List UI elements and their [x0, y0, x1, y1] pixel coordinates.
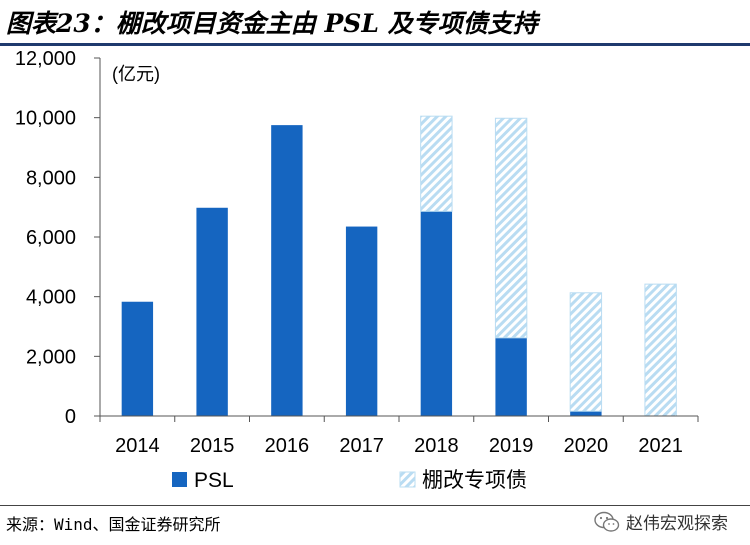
- stacked-bar-chart: 0 2,000 4,000 6,000 8,000 10,000 12,000 (亿元) 2…: [15, 48, 699, 492]
- y-axis-unit-label: (亿元): [112, 64, 160, 84]
- legend: PSL 棚改专项债: [172, 469, 527, 492]
- bar-special-bond-2019: [494, 117, 528, 339]
- x-tick-label: 2020: [564, 435, 609, 457]
- y-tick-label: 4,000: [26, 287, 76, 309]
- footer: 来源：Wind、国金证券研究所 赵伟宏观探索: [0, 505, 750, 545]
- bar-psl-2018: [420, 211, 453, 416]
- x-tick-label: 2017: [339, 435, 384, 457]
- footer-divider: [0, 505, 750, 506]
- chart-title: 图表23：棚改项目资金主由 PSL 及专项债支持: [6, 9, 538, 38]
- bar-psl-2015: [196, 207, 228, 416]
- y-axis: 0 2,000 4,000 6,000 8,000 10,000 12,000: [15, 48, 101, 428]
- y-tick-label: 6,000: [26, 227, 76, 249]
- bar-psl-2019: [495, 337, 527, 416]
- x-tick-label: 2021: [638, 435, 683, 457]
- legend-label-special-bond: 棚改专项债: [422, 469, 527, 492]
- x-tick-label: 2018: [414, 435, 459, 457]
- bar-special-bond-2020: [569, 292, 603, 412]
- x-tick-label: 2015: [190, 435, 235, 457]
- bar-psl-2017: [345, 226, 378, 416]
- source-note: 来源：Wind、国金证券研究所: [6, 515, 221, 534]
- brand-watermark: 赵伟宏观探索: [594, 509, 728, 534]
- y-tick-label: 12,000: [15, 48, 76, 70]
- y-tick-label: 10,000: [15, 108, 76, 130]
- bar-psl-2020: [570, 411, 602, 416]
- legend-label-psl: PSL: [194, 469, 234, 492]
- y-tick-label: 2,000: [26, 346, 76, 368]
- y-tick-label: 8,000: [26, 167, 76, 189]
- bars-layer: [121, 115, 677, 417]
- bar-psl-2014: [121, 301, 154, 416]
- wechat-icon: [594, 511, 620, 532]
- title-bar: 图表23：棚改项目资金主由 PSL 及专项债支持: [6, 6, 746, 42]
- title-divider: [0, 43, 750, 46]
- legend-swatch-special-bond: [399, 471, 416, 488]
- x-tick-label: 2014: [115, 435, 160, 457]
- x-axis: 2014 2015 2016 2017 2018 2019 2020 2021: [99, 415, 699, 457]
- bar-special-bond-2021: [644, 283, 677, 417]
- x-tick-label: 2019: [489, 435, 534, 457]
- legend-swatch-psl: [172, 472, 187, 487]
- bar-special-bond-2018: [420, 115, 453, 212]
- x-tick-label: 2016: [265, 435, 310, 457]
- bar-psl-2016: [271, 125, 303, 416]
- y-tick-label: 0: [65, 406, 76, 428]
- brand-name: 赵伟宏观探索: [626, 514, 728, 534]
